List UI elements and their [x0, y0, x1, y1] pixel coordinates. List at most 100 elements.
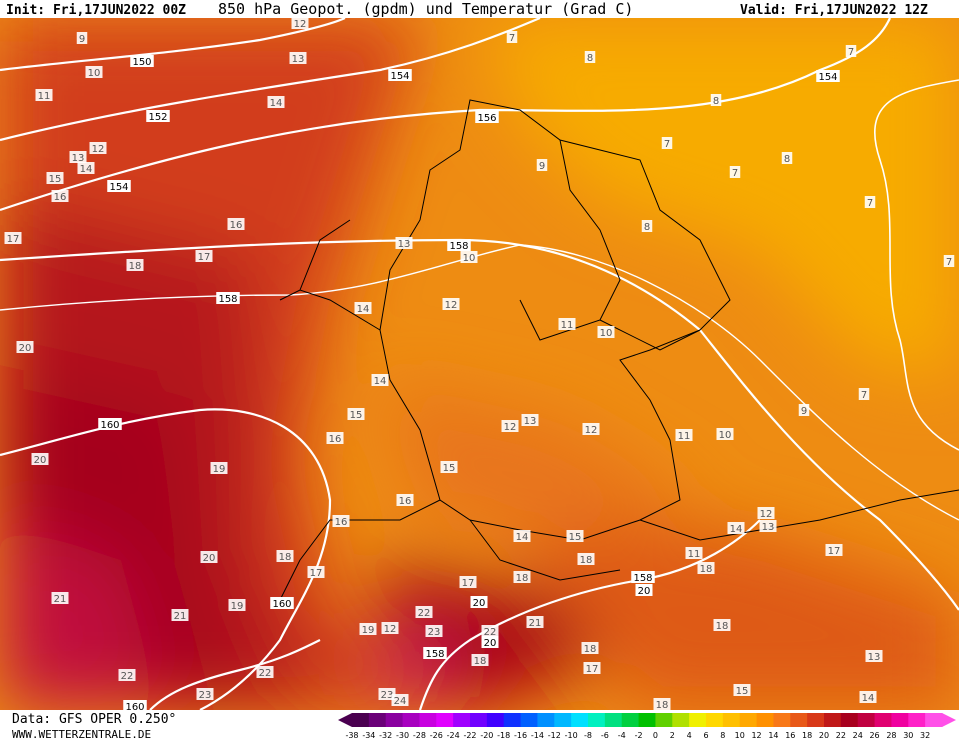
label-box [378, 688, 396, 700]
label-text: 9 [801, 406, 807, 417]
temperature-label: 7 [729, 166, 741, 179]
temperature-label: 7 [864, 196, 876, 209]
temperature-label: 9 [536, 159, 548, 172]
label-box [291, 17, 309, 29]
label-box [584, 51, 596, 63]
label-box [31, 453, 49, 465]
geopotential-label: 152 [146, 110, 170, 123]
label-box [200, 551, 218, 563]
label-box [388, 69, 412, 81]
label-box [757, 507, 775, 519]
label-text: 7 [946, 257, 952, 268]
scale-label: -26 [430, 731, 443, 740]
scale-label: -24 [447, 731, 460, 740]
label-box [270, 597, 294, 609]
label-box [118, 669, 136, 681]
scale-swatch [739, 713, 758, 727]
scale-label: 16 [785, 731, 795, 740]
scale-swatch [672, 713, 690, 727]
scale-swatch [402, 713, 420, 727]
scale-label: -14 [531, 731, 544, 740]
scale-label: 32 [920, 731, 930, 740]
label-box [653, 698, 671, 710]
label-text: 18 [716, 621, 729, 632]
scale-swatch [621, 713, 640, 727]
temperature-label: 14 [513, 530, 531, 543]
label-text: 15 [350, 410, 363, 421]
temperature-label: 7 [506, 31, 518, 44]
label-text: 20 [19, 343, 32, 354]
temperature-label: 17 [459, 576, 477, 589]
scale-swatch [824, 713, 842, 727]
label-text: 19 [213, 464, 226, 475]
label-box [845, 45, 857, 57]
label-text: 158 [218, 294, 237, 305]
scale-swatch [908, 713, 926, 727]
scale-label: -10 [565, 731, 578, 740]
temperature-label: 10 [597, 326, 615, 339]
temperature-label: 16 [51, 190, 69, 203]
label-text: 12 [760, 509, 773, 520]
label-box [4, 232, 22, 244]
scale-label: -22 [463, 731, 476, 740]
temperature-label: 18 [713, 619, 731, 632]
scale-label: -2 [635, 731, 643, 740]
label-box [506, 31, 518, 43]
label-box [447, 239, 471, 251]
label-text: 15 [49, 174, 62, 185]
init-time: Init: Fri,17JUN2022 00Z [6, 3, 186, 18]
geopotential-label: 160 [270, 597, 294, 610]
label-box [481, 636, 499, 648]
label-box [501, 420, 519, 432]
scale-swatch [773, 713, 791, 727]
geopotential-label: 154 [388, 69, 412, 82]
label-box [347, 408, 365, 420]
label-text: 16 [54, 192, 67, 203]
geopotential-label: 154 [107, 180, 131, 193]
label-text: 21 [54, 594, 67, 605]
label-box [69, 151, 87, 163]
temperature-label: 12 [89, 142, 107, 155]
scale-swatch [925, 713, 943, 727]
label-text: 160 [125, 702, 144, 713]
geopotential-label: 158 [216, 292, 240, 305]
label-text: 18 [580, 555, 593, 566]
label-box [526, 616, 544, 628]
label-text: 14 [862, 693, 875, 704]
temperature-label: 14 [354, 302, 372, 315]
scale-label: 6 [703, 731, 708, 740]
scale-label: 0 [653, 731, 658, 740]
scale-label: 30 [903, 731, 913, 740]
scale-label: 2 [670, 731, 675, 740]
label-text: 21 [174, 611, 187, 622]
label-box [583, 662, 601, 674]
label-text: 14 [80, 164, 93, 175]
scale-swatch [520, 713, 538, 727]
label-box [710, 94, 722, 106]
label-box [227, 218, 245, 230]
temperature-label: 15 [733, 684, 751, 697]
valid-time: Valid: Fri,17JUN2022 12Z [740, 3, 928, 18]
label-text: 18 [129, 261, 142, 272]
label-text: 13 [398, 239, 411, 250]
label-text: 16 [329, 434, 342, 445]
label-box [332, 515, 350, 527]
scale-arrow-right [942, 713, 956, 727]
temperature-label: 23 [425, 625, 443, 638]
scale-swatch [368, 713, 387, 727]
label-box [471, 654, 489, 666]
temperature-label: 16 [396, 494, 414, 507]
label-box [395, 237, 413, 249]
label-box [943, 255, 955, 267]
label-text: 20 [638, 586, 651, 597]
label-text: 12 [445, 300, 458, 311]
geopotential-label: 158 [631, 571, 655, 584]
label-box [727, 522, 745, 534]
scale-label: -16 [514, 731, 527, 740]
label-text: 20 [473, 598, 486, 609]
label-text: 14 [270, 98, 283, 109]
label-text: 10 [719, 430, 732, 441]
label-box [228, 599, 246, 611]
scale-swatch [756, 713, 774, 727]
